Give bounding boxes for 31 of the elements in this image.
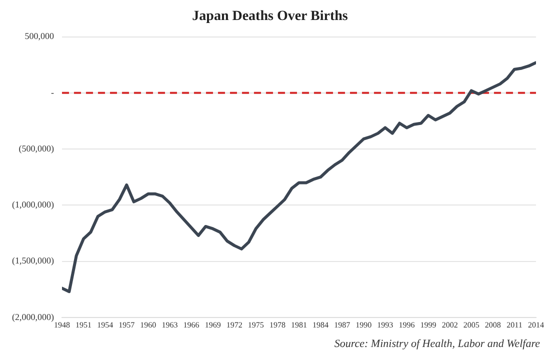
x-tick-label: 1984 bbox=[312, 320, 329, 330]
x-tick-label: 1948 bbox=[54, 320, 70, 330]
x-tick-label: 2008 bbox=[484, 320, 501, 330]
x-tick-label: 2014 bbox=[528, 320, 544, 330]
x-tick-label: 1990 bbox=[356, 320, 372, 330]
x-tick-label: 1951 bbox=[76, 320, 92, 330]
x-tick-label: 1957 bbox=[118, 320, 135, 330]
x-tick-label: 2002 bbox=[442, 320, 458, 330]
y-tick-label: (2,000,000) bbox=[12, 312, 54, 322]
y-tick-label: (1,000,000) bbox=[12, 200, 54, 210]
source-note: Source: Ministry of Health, Labor and Welfare bbox=[334, 338, 540, 350]
x-tick-label: 1966 bbox=[183, 320, 200, 330]
y-tick-label: (1,500,000) bbox=[12, 256, 54, 266]
x-tick-label: 2011 bbox=[506, 320, 522, 330]
x-tick-label: 1993 bbox=[377, 320, 394, 330]
x-tick-label: 2005 bbox=[463, 320, 480, 330]
x-tick-label: 1999 bbox=[420, 320, 436, 330]
x-tick-label: 1975 bbox=[248, 320, 264, 330]
x-tick-label: 1996 bbox=[398, 320, 415, 330]
x-tick-label: 1978 bbox=[269, 320, 286, 330]
x-tick-label: 1981 bbox=[290, 320, 307, 330]
x-tick-label: 1972 bbox=[226, 320, 242, 330]
y-tick-label: - bbox=[50, 87, 54, 98]
x-tick-label: 1954 bbox=[97, 320, 114, 330]
x-tick-label: 1987 bbox=[334, 320, 350, 330]
x-tick-label: 1969 bbox=[204, 320, 221, 330]
x-tick-label: 1963 bbox=[162, 320, 178, 330]
x-tick-label: 1960 bbox=[140, 320, 156, 330]
y-tick-label: (500,000) bbox=[18, 143, 54, 154]
chart-title: Japan Deaths Over Births bbox=[192, 9, 348, 24]
y-tick-label: 500,000 bbox=[24, 31, 54, 42]
